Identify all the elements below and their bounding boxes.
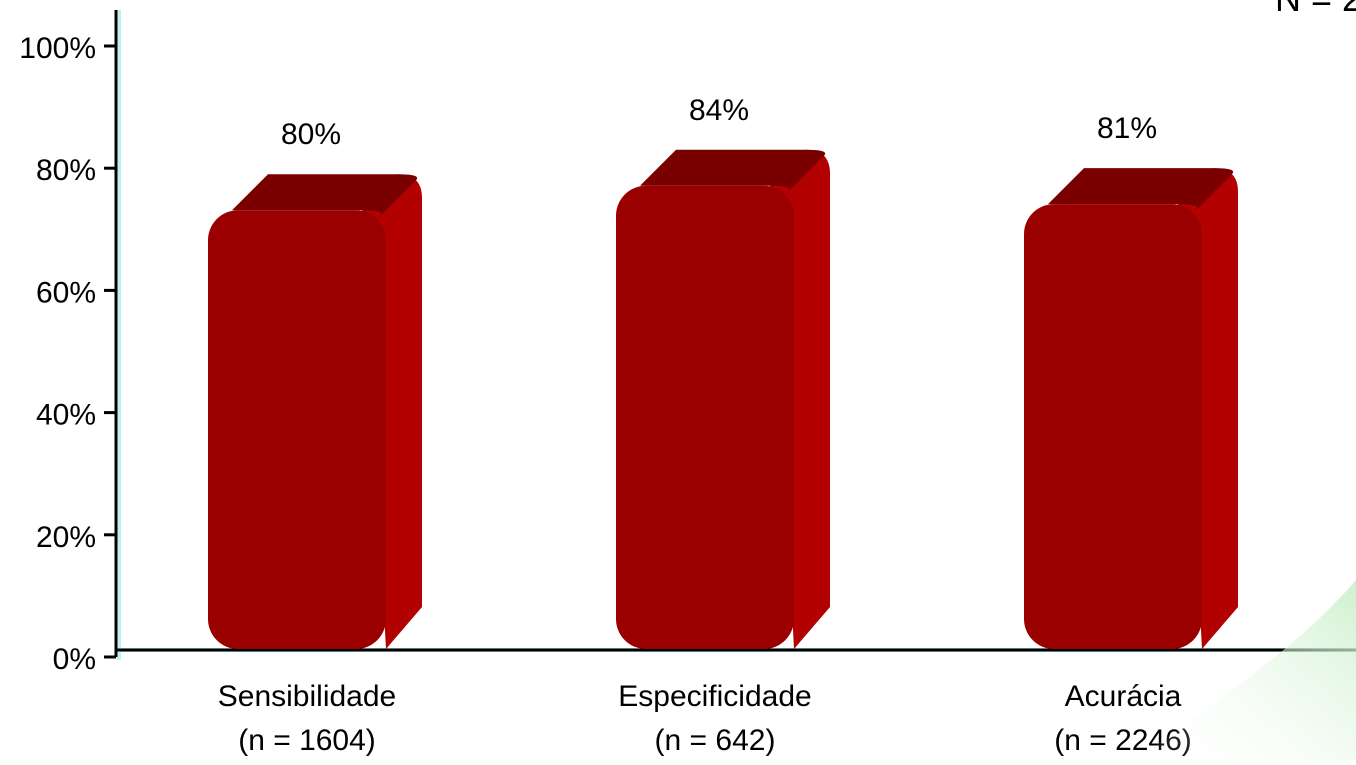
- bar-top-face: [1048, 168, 1234, 211]
- chart-axes: 0% 20% 40% 60% 80% 100%: [19, 10, 1356, 676]
- y-tick-label: 0%: [53, 643, 96, 676]
- bar: [616, 149, 830, 649]
- labels-group: 80% Sensibilidade (n = 1604) 84% Especificid…: [218, 94, 1192, 757]
- y-tick-label: 80%: [36, 154, 96, 187]
- x-tick-label: Sensibilidade: [218, 680, 396, 713]
- bar-top-face: [640, 149, 826, 192]
- x-tick-label: (n = 642): [655, 724, 776, 757]
- y-tick-label: 100%: [19, 32, 96, 65]
- corner-note: N = 2: [1275, 0, 1356, 20]
- data-label: 81%: [1097, 112, 1157, 145]
- y-tick-label: 20%: [36, 521, 96, 554]
- y-tick-label: 40%: [36, 399, 96, 432]
- data-label: 84%: [689, 94, 749, 127]
- x-tick-label: Especificidade: [618, 680, 811, 713]
- bar-front-face: [1024, 204, 1202, 649]
- x-tick-label: Acurácia: [1065, 680, 1182, 713]
- x-tick-label: (n = 1604): [238, 724, 376, 757]
- bar-top-face: [232, 174, 418, 217]
- data-label: 80%: [281, 118, 341, 151]
- bar-front-face: [208, 210, 386, 649]
- bar: [208, 174, 422, 649]
- bar: [1024, 168, 1238, 649]
- bar-front-face: [616, 185, 794, 649]
- y-tick-label: 60%: [36, 276, 96, 309]
- background-swoosh: [1136, 580, 1356, 760]
- bars-group: [208, 149, 1238, 649]
